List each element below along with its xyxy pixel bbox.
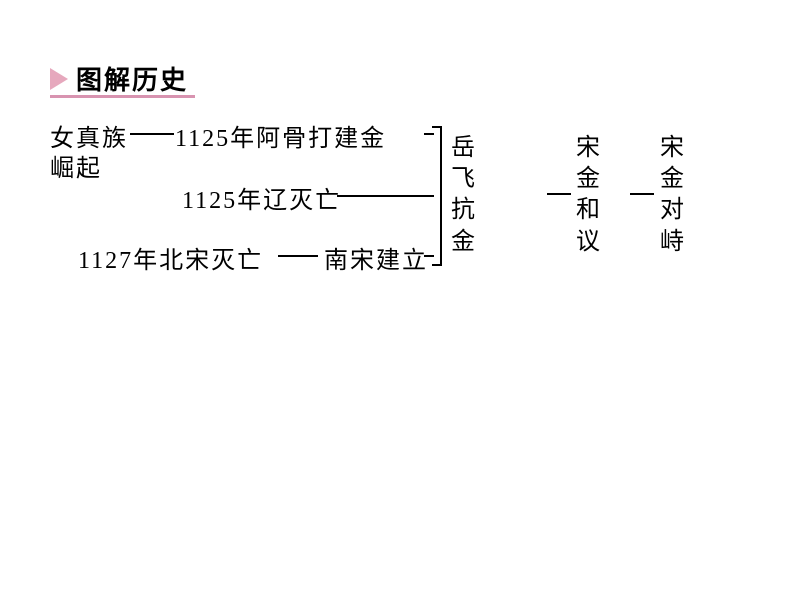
vertical-char: 金 (659, 164, 685, 195)
connector-line (278, 255, 318, 257)
bracket (432, 126, 442, 266)
text-rise-cont: 崛起 (50, 148, 102, 183)
text-southsong-found: 南宋建立 (324, 240, 428, 275)
section-header: 图解历史 (50, 60, 188, 97)
branch-line (337, 195, 434, 197)
vertical-char: 对 (659, 195, 685, 226)
vertical-char: 宋 (575, 133, 601, 164)
vertical-char: 和 (575, 195, 601, 226)
col-songjin-heyi: 宋金和议 (575, 133, 601, 258)
vertical-char: 金 (575, 164, 601, 195)
connector-line (130, 133, 174, 135)
col-yuefei: 岳飞抗金 (450, 133, 476, 258)
vertical-char: 议 (575, 227, 601, 258)
text-liao-fall: 1125年辽灭亡 (182, 180, 341, 215)
text-aguda-jin: 1125年阿骨打建金 (175, 118, 386, 153)
col-songjin-duizhi: 宋金对峙 (659, 133, 685, 258)
triangle-icon (50, 68, 68, 90)
connector-line (547, 193, 571, 195)
vertical-char: 峙 (659, 227, 685, 258)
vertical-char: 抗 (450, 195, 476, 226)
vertical-char: 宋 (659, 133, 685, 164)
header-underline (50, 95, 195, 98)
section-title: 图解历史 (76, 60, 188, 97)
vertical-char: 飞 (450, 164, 476, 195)
vertical-char: 金 (450, 227, 476, 258)
text-northsong-fall: 1127年北宋灭亡 (78, 240, 263, 275)
vertical-char: 岳 (450, 133, 476, 164)
connector-line (630, 193, 654, 195)
